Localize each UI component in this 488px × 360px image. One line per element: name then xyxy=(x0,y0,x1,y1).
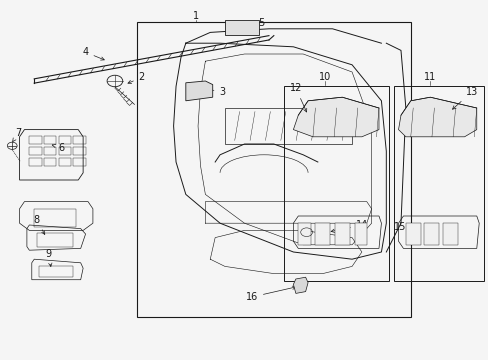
Text: 4: 4 xyxy=(82,47,104,60)
Text: 6: 6 xyxy=(52,143,64,153)
Bar xyxy=(224,108,351,144)
Bar xyxy=(39,266,73,277)
Bar xyxy=(44,158,56,166)
Text: 8: 8 xyxy=(34,215,45,234)
Bar xyxy=(442,223,457,245)
Bar xyxy=(59,136,71,144)
Text: 10: 10 xyxy=(318,72,331,82)
Text: 1: 1 xyxy=(192,11,198,21)
Text: 2: 2 xyxy=(128,72,144,84)
Polygon shape xyxy=(293,97,378,137)
Bar xyxy=(393,86,483,281)
Bar xyxy=(73,136,85,144)
Bar xyxy=(37,233,73,247)
Bar xyxy=(334,223,349,245)
Bar xyxy=(283,86,388,281)
Bar xyxy=(354,223,366,245)
Bar xyxy=(137,22,410,317)
Bar xyxy=(73,158,85,166)
Polygon shape xyxy=(185,81,212,101)
Bar xyxy=(59,158,71,166)
Text: 5: 5 xyxy=(247,18,264,28)
Bar xyxy=(405,223,420,245)
Bar xyxy=(73,147,85,155)
Bar xyxy=(424,223,438,245)
Text: 14: 14 xyxy=(330,220,367,233)
Text: 3: 3 xyxy=(203,87,225,97)
Bar xyxy=(29,136,41,144)
Text: 15: 15 xyxy=(393,222,406,232)
Bar xyxy=(44,147,56,155)
Bar xyxy=(29,158,41,166)
Text: 9: 9 xyxy=(46,249,52,266)
Text: 13: 13 xyxy=(451,87,477,109)
Bar xyxy=(315,223,329,245)
Bar xyxy=(34,209,76,227)
Text: 16: 16 xyxy=(245,286,295,302)
Text: 7: 7 xyxy=(13,128,21,141)
Bar xyxy=(44,136,56,144)
Polygon shape xyxy=(398,97,476,137)
Bar xyxy=(59,147,71,155)
Bar xyxy=(298,223,310,245)
Bar xyxy=(29,147,41,155)
Text: 12: 12 xyxy=(289,83,306,112)
Polygon shape xyxy=(293,277,307,293)
Text: 11: 11 xyxy=(423,72,436,82)
Bar xyxy=(224,20,259,35)
